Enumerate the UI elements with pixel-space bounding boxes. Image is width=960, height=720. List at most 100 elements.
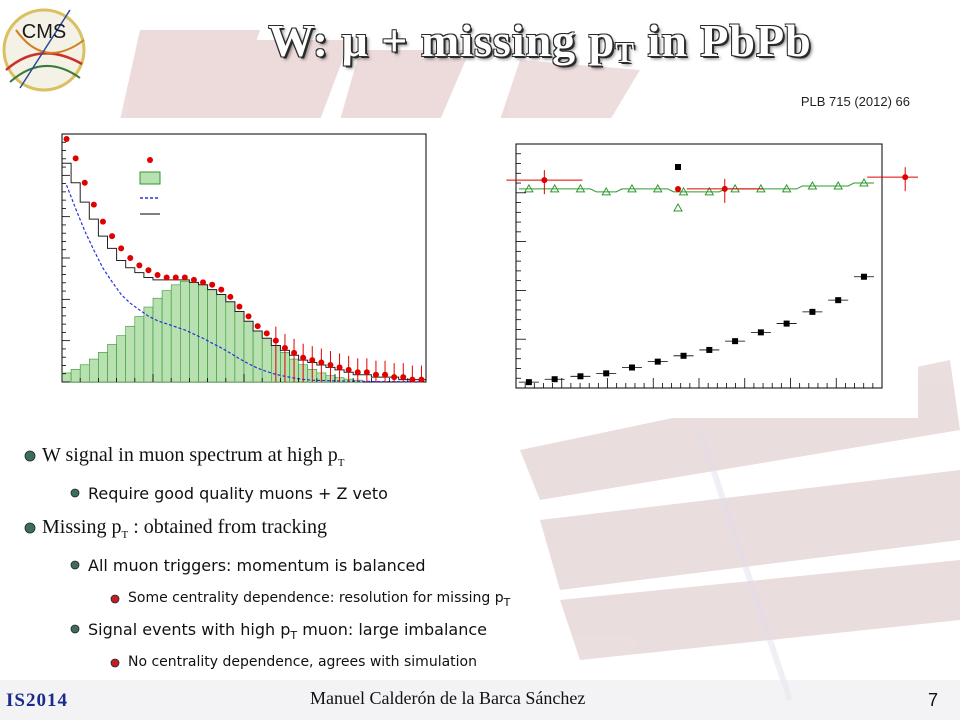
data-point — [227, 293, 234, 300]
bullet-dot-icon — [110, 658, 120, 668]
data-point — [382, 371, 389, 378]
data-point — [236, 303, 243, 310]
black-series-point — [860, 273, 867, 280]
mc-signal-bar — [252, 330, 263, 383]
author-name: Manuel Calderón de la Barca Sánchez — [310, 688, 586, 708]
legend-green-marker — [673, 202, 683, 212]
data-point — [354, 369, 361, 376]
mc-total-line — [62, 162, 426, 381]
bullet-dot-icon — [24, 522, 36, 534]
legend-red-marker — [675, 186, 681, 192]
data-point — [181, 274, 188, 281]
data-point — [81, 179, 88, 186]
black-series-point — [525, 379, 532, 386]
data-point — [345, 366, 352, 373]
cms-logo: CMS — [0, 0, 88, 94]
bullet-dot-icon — [70, 488, 80, 498]
data-point — [318, 359, 325, 366]
bullet-text: All muon triggers: momentum is balanced — [88, 556, 426, 575]
black-series-point — [680, 352, 687, 359]
bullet-dot-icon — [24, 450, 36, 462]
data-point — [372, 371, 379, 378]
data-point — [99, 218, 106, 225]
data-point — [127, 255, 134, 262]
data-point — [309, 357, 316, 364]
data-point — [163, 274, 170, 281]
mc-signal-bar — [261, 337, 272, 383]
data-point — [300, 354, 307, 361]
data-point — [263, 330, 270, 337]
data-point — [272, 337, 279, 344]
data-point — [154, 272, 161, 279]
bullet-text: Signal events with high p — [88, 620, 291, 639]
mc-signal-bar — [61, 372, 72, 383]
mc-signal-bar — [152, 297, 163, 383]
green-series-point — [859, 178, 869, 187]
data-point — [281, 344, 288, 351]
mc-signal-bar — [98, 351, 108, 383]
bullet-item-level2: Signal events with high pT muon: large i… — [88, 620, 487, 642]
bullet-item-level3: Some centrality dependence: resolution f… — [128, 590, 510, 609]
green-series-point — [575, 183, 586, 193]
black-series-point — [551, 376, 558, 383]
data-point — [363, 369, 370, 376]
title-subscript: T — [615, 38, 635, 69]
mc-signal-bar — [125, 325, 136, 383]
green-series-point — [549, 183, 560, 193]
black-series-point — [577, 373, 584, 380]
data-point — [63, 135, 70, 142]
data-point — [391, 374, 398, 381]
data-point — [136, 262, 143, 269]
page-number: 7 — [928, 690, 939, 710]
mc-signal-bar — [134, 316, 145, 383]
data-point — [254, 323, 261, 330]
data-point — [409, 376, 416, 383]
missing-pt-vs-centrality-panel — [472, 118, 944, 418]
bullet-item-level2: Require good quality muons + Z veto — [88, 484, 388, 503]
black-series-point — [706, 346, 713, 353]
legend-black-marker — [675, 164, 681, 170]
red-series-point — [721, 185, 728, 192]
green-series-point — [781, 183, 792, 193]
data-point — [209, 281, 216, 288]
title-text: W: μ + missing p — [268, 15, 616, 66]
data-point — [109, 233, 116, 240]
bullet-item-level1: W signal in muon spectrum at high pT — [42, 444, 344, 469]
green-series-point — [524, 183, 534, 193]
data-point — [145, 267, 152, 274]
bullet-subscript: T — [503, 595, 511, 609]
mc-signal-bar — [234, 311, 245, 383]
black-series-point — [603, 370, 610, 377]
slide-title: W: μ + missing pT in PbPb — [240, 14, 840, 70]
mc-signal-bar — [161, 290, 172, 383]
bullet-dot-icon — [70, 624, 80, 634]
red-series-point — [541, 177, 548, 184]
mc-signal-bar — [89, 358, 99, 383]
bullet-text: Missing p — [42, 516, 122, 538]
bullet-text: Some centrality dependence: resolution f… — [128, 590, 504, 606]
background-curve — [65, 184, 422, 383]
black-series-point — [654, 358, 661, 365]
mc-signal-bar — [216, 294, 227, 383]
legend-data-marker — [147, 157, 153, 163]
data-point — [218, 286, 225, 293]
data-point — [400, 374, 407, 381]
bullet-item-level3: No centrality dependence, agrees with si… — [128, 654, 477, 670]
missing-pt-chart — [506, 143, 944, 389]
black-series-point — [757, 329, 764, 336]
mc-signal-bar — [79, 364, 90, 383]
title-tail: in PbPb — [634, 15, 812, 66]
bullet-subscript: T — [337, 457, 345, 469]
bullet-text: W signal in muon spectrum at high p — [42, 444, 338, 466]
data-point — [291, 349, 298, 356]
green-series-point — [652, 183, 663, 193]
black-series-point — [783, 320, 790, 327]
black-series-point — [809, 308, 816, 315]
bullet-text: Require good quality muons + Z veto — [88, 484, 388, 503]
data-point — [200, 279, 207, 286]
bullet-dot-icon — [70, 560, 80, 570]
mc-signal-bar — [225, 301, 236, 383]
bullet-tail: : obtained from tracking — [128, 516, 328, 538]
conference-label: IS2014 — [6, 690, 68, 711]
